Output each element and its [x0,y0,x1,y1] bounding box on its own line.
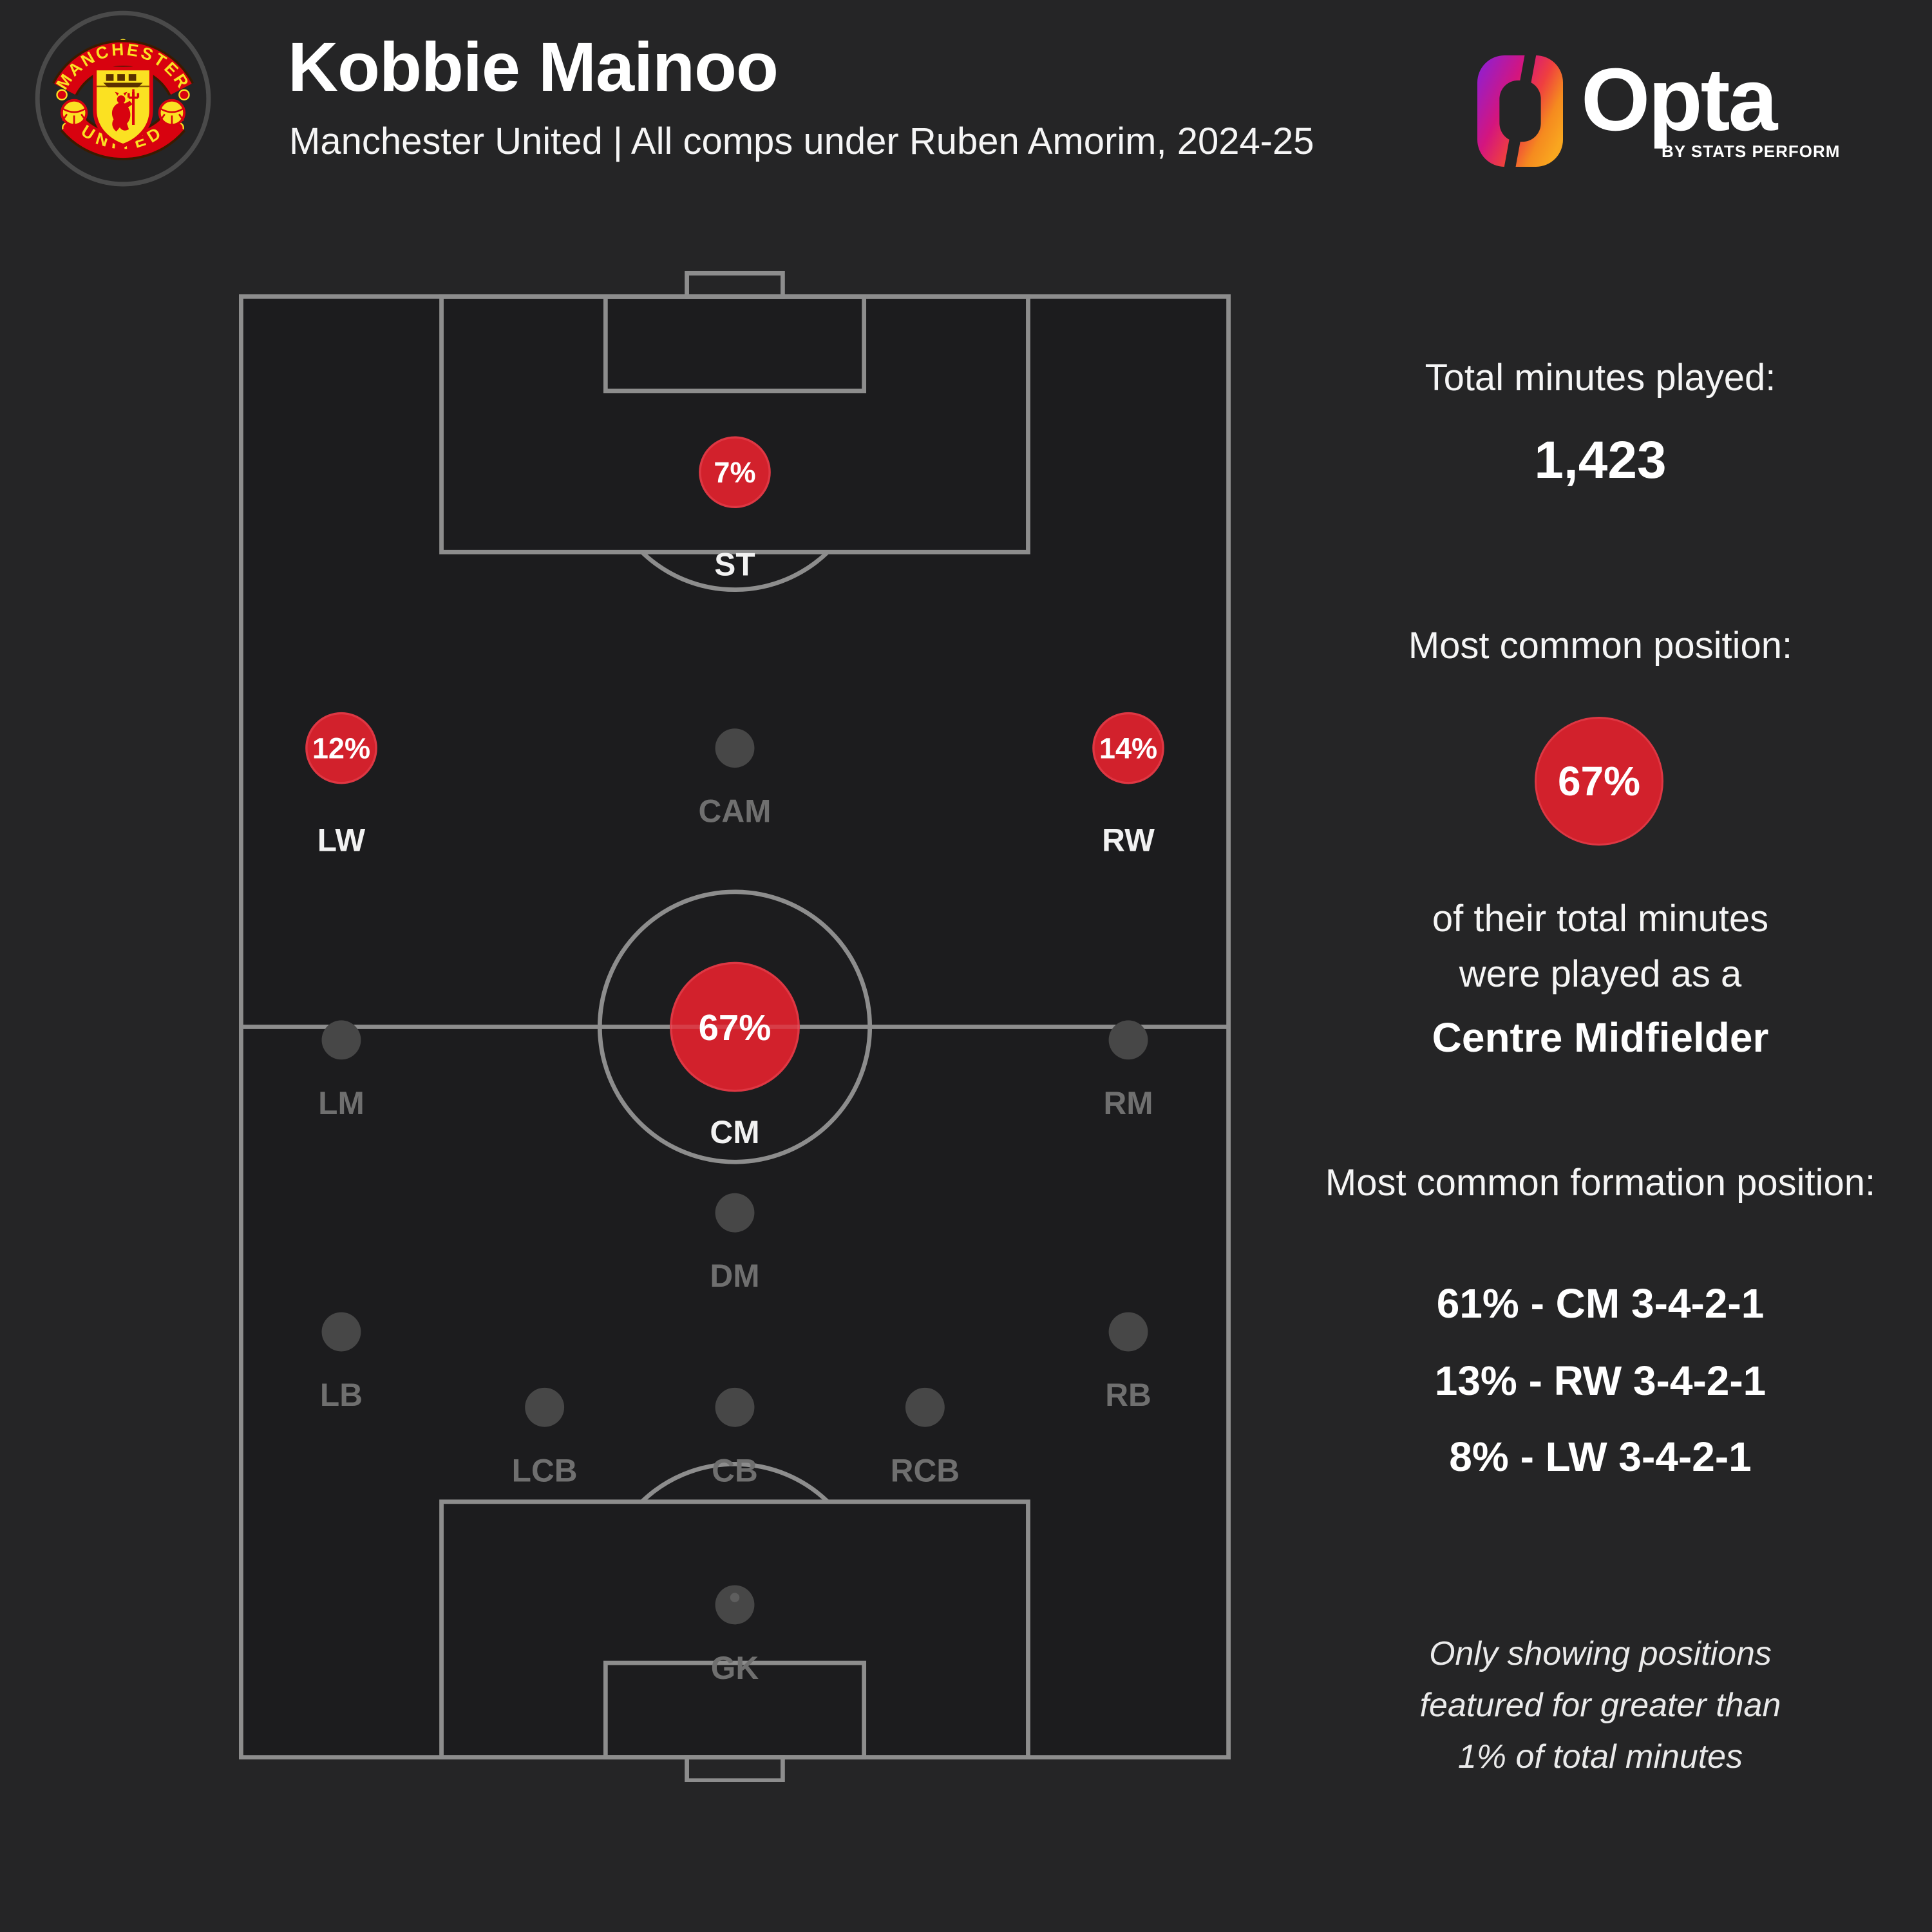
position-pct-CM: 67% [699,1007,772,1048]
most-common-position-name: Centre Midfielder [1432,1014,1769,1061]
most-common-desc-line2: were played as a [1459,953,1742,995]
position-label-GK: GK [711,1650,759,1686]
position-label-LM: LM [318,1085,365,1121]
position-label-RM: RM [1103,1085,1153,1121]
position-dot-RCB [905,1387,945,1427]
badge-devil [111,89,140,132]
badge-scroll-end [56,89,68,101]
penalty-arc-bottom [640,1462,829,1504]
opta-wordmark: Opta [1581,50,1777,149]
most-common-desc-line1: of their total minutes [1432,898,1769,940]
position-dot-DM [715,1193,755,1233]
badge-football-right [158,99,186,127]
badge-banner-top [54,42,192,95]
position-circle-RW [1092,712,1164,784]
position-label-LW: LW [317,822,366,858]
position-dot-CB [715,1387,755,1427]
position-dot-CAM [715,728,755,768]
position-pct-RW: 14% [1099,732,1157,764]
position-label-ST: ST [714,546,755,582]
position-label-LCB: LCB [512,1452,578,1488]
opta-mark-icon [1477,55,1563,167]
position-dot-LCB [525,1387,565,1427]
position-label-CM: CM [710,1114,759,1150]
badge-scroll-end [178,89,190,101]
formation-row-3: 8% - LW 3-4-2-1 [1449,1434,1752,1480]
page-subtitle: Manchester United | All comps under Rube… [289,120,1314,162]
footnote-line2: featured for greater than [1419,1687,1781,1724]
formation-row-2: 13% - RW 3-4-2-1 [1434,1358,1766,1404]
badge-ring [35,10,211,187]
position-circle-LW [305,712,377,784]
position-label-DM: DM [710,1258,759,1294]
total-minutes-label: Total minutes played: [1425,357,1776,399]
position-dot-LM [321,1020,361,1060]
badge-ship [103,74,143,88]
centre-circle [597,889,873,1164]
position-markers: 7% ST CAM 12% LW 14% RW LM 67% CM RM DM LB RB LCB CB RCB… [305,436,1164,1686]
footnote-line3: 1% of total minutes [1457,1738,1743,1776]
manchester-united-badge: MANCHESTER UNITED [35,10,211,187]
footnote-line1: Only showing positions [1429,1635,1772,1672]
position-pct-ST: 7% [714,456,755,489]
total-minutes-value: 1,423 [1534,431,1667,489]
penalty-spot-bottom [730,1593,740,1602]
most-common-position-circle: 67% [1535,717,1663,846]
position-dot-LB [321,1312,361,1352]
badge-shield [93,66,153,148]
position-dot-RB [1108,1312,1148,1352]
position-label-RW: RW [1102,822,1155,858]
page-title: Kobbie Mainoo [288,28,779,106]
position-label-CAM: CAM [699,793,772,829]
most-common-position-label: Most common position: [1408,625,1793,667]
footnote: Only showing positions featured for grea… [1298,1628,1903,1783]
opta-byline: BY STATS PERFORM [1662,142,1841,161]
goal-bottom [685,1755,785,1782]
goal-top [685,270,785,299]
penalty-arc-top [640,550,829,592]
position-dot-GK [715,1585,755,1625]
position-circle-CM [670,961,800,1092]
most-common-position-pct: 67% [1557,758,1641,804]
position-label-CB: CB [712,1452,758,1488]
badge-football-left [60,99,88,127]
position-label-RB: RB [1105,1377,1151,1413]
formation-position-label: Most common formation position: [1325,1162,1876,1204]
position-pct-LW: 12% [312,732,370,764]
position-circle-ST [699,436,771,509]
position-label-RCB: RCB [891,1452,960,1488]
position-label-LB: LB [320,1377,363,1413]
formation-row-1: 61% - CM 3-4-2-1 [1436,1280,1765,1327]
football-pitch: 7% ST CAM 12% LW 14% RW LM 67% CM RM DM LB RB LCB CB RCB… [239,270,1231,1782]
position-dot-RM [1108,1020,1148,1060]
